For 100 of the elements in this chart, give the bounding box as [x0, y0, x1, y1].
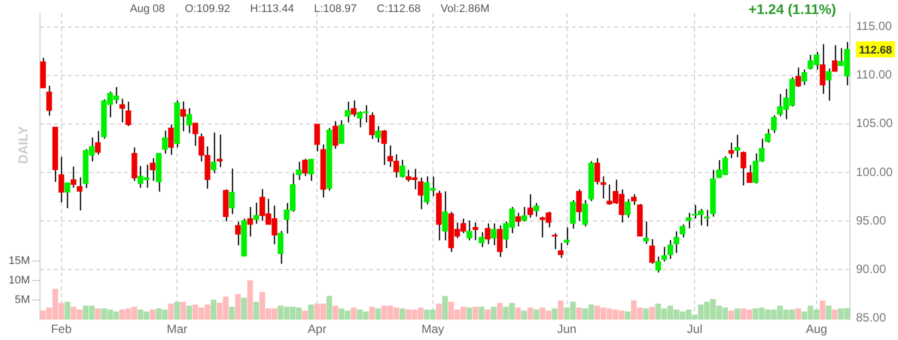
candlestick	[570, 199, 576, 230]
candlestick	[168, 124, 174, 156]
candlestick	[125, 101, 132, 127]
candlestick	[515, 212, 521, 227]
candlestick	[95, 130, 101, 156]
candlestick	[686, 212, 692, 229]
candlestick	[582, 199, 588, 227]
candlestick	[674, 230, 680, 254]
y2-tick-label: 5M	[14, 294, 30, 306]
candlestick	[375, 125, 381, 144]
candlestick	[594, 158, 600, 186]
candlestick	[314, 124, 320, 152]
bar	[527, 308, 534, 320]
candlestick	[58, 156, 64, 203]
candlestick	[490, 222, 497, 246]
candlestick	[150, 158, 156, 182]
candlestick	[119, 98, 126, 124]
y-tick-label: 110.00	[856, 68, 892, 82]
bar	[728, 310, 734, 320]
bar	[534, 310, 540, 320]
annotation: +1.24 (1.11%)	[748, 1, 836, 17]
candlestick	[832, 44, 838, 72]
candlestick	[521, 206, 528, 222]
x-tick-label: Feb	[50, 322, 72, 336]
candlestick	[350, 100, 356, 118]
y-tick-label: 105.00	[856, 116, 894, 130]
candlestick	[247, 206, 253, 238]
bar	[247, 280, 253, 320]
candlestick	[564, 226, 570, 246]
candlestick	[484, 222, 490, 245]
bar	[496, 302, 503, 320]
bar	[643, 308, 649, 320]
candlestick	[643, 220, 649, 245]
candlestick	[229, 168, 235, 215]
bar	[515, 308, 521, 320]
candlestick	[442, 190, 448, 241]
candlestick	[680, 224, 686, 238]
candlestick	[253, 202, 260, 224]
candlestick	[826, 68, 832, 102]
candlestick	[76, 176, 82, 212]
candlestick	[496, 224, 503, 258]
bar	[369, 306, 375, 320]
bar	[490, 306, 497, 320]
bar	[229, 306, 235, 320]
candlestick	[558, 242, 564, 259]
annotation: Vol:2.86M	[440, 3, 490, 17]
bar	[832, 310, 838, 320]
x-tick-label: Apr	[308, 322, 326, 336]
candlestick	[278, 230, 284, 264]
candlestick	[527, 194, 534, 218]
candlestick	[369, 112, 375, 140]
y-tick-label: 100.00	[856, 164, 894, 179]
candlestick	[418, 177, 424, 210]
y2-tick-label: 15M	[8, 255, 30, 268]
candlestick	[70, 166, 76, 188]
candlestick	[308, 158, 314, 182]
candlestick	[534, 202, 540, 218]
candlestick	[630, 194, 637, 206]
bar	[332, 306, 338, 320]
bar	[649, 306, 655, 320]
candlestick	[795, 66, 802, 88]
candlestick	[746, 164, 752, 184]
bar	[521, 310, 528, 320]
candlestick	[734, 134, 740, 158]
bar	[734, 308, 740, 320]
bar	[180, 302, 186, 320]
annotation: O:109.92	[184, 3, 230, 17]
candlestick	[576, 188, 582, 222]
candlestick	[478, 232, 484, 248]
annotation: H:113.44	[250, 3, 294, 17]
candlestick	[655, 256, 661, 274]
bar	[168, 304, 174, 320]
bar	[241, 298, 247, 320]
candlestick	[381, 129, 387, 166]
candlestick	[472, 222, 478, 241]
bar	[442, 296, 448, 320]
candlestick	[162, 130, 168, 154]
bar	[826, 306, 832, 320]
candlestick	[344, 101, 350, 124]
candlestick	[400, 159, 406, 178]
bar	[484, 310, 490, 320]
bar	[95, 308, 101, 320]
y-tick-label: 85.00	[856, 310, 886, 324]
y2-tick-label: 10M	[8, 274, 30, 287]
bar	[375, 308, 381, 320]
bar	[150, 310, 156, 320]
candlestick	[64, 182, 70, 209]
candlestick	[235, 221, 241, 246]
candlestick	[302, 158, 308, 177]
candlestick	[624, 198, 631, 218]
bar	[576, 308, 582, 320]
bar	[466, 308, 472, 320]
candlestick	[466, 220, 472, 241]
candlestick	[216, 134, 222, 168]
candlestick	[661, 246, 668, 262]
bar	[624, 311, 631, 320]
candlestick	[192, 122, 198, 146]
candlestick	[180, 100, 186, 132]
bar	[552, 308, 558, 320]
annotation: L:108.97	[314, 3, 357, 17]
